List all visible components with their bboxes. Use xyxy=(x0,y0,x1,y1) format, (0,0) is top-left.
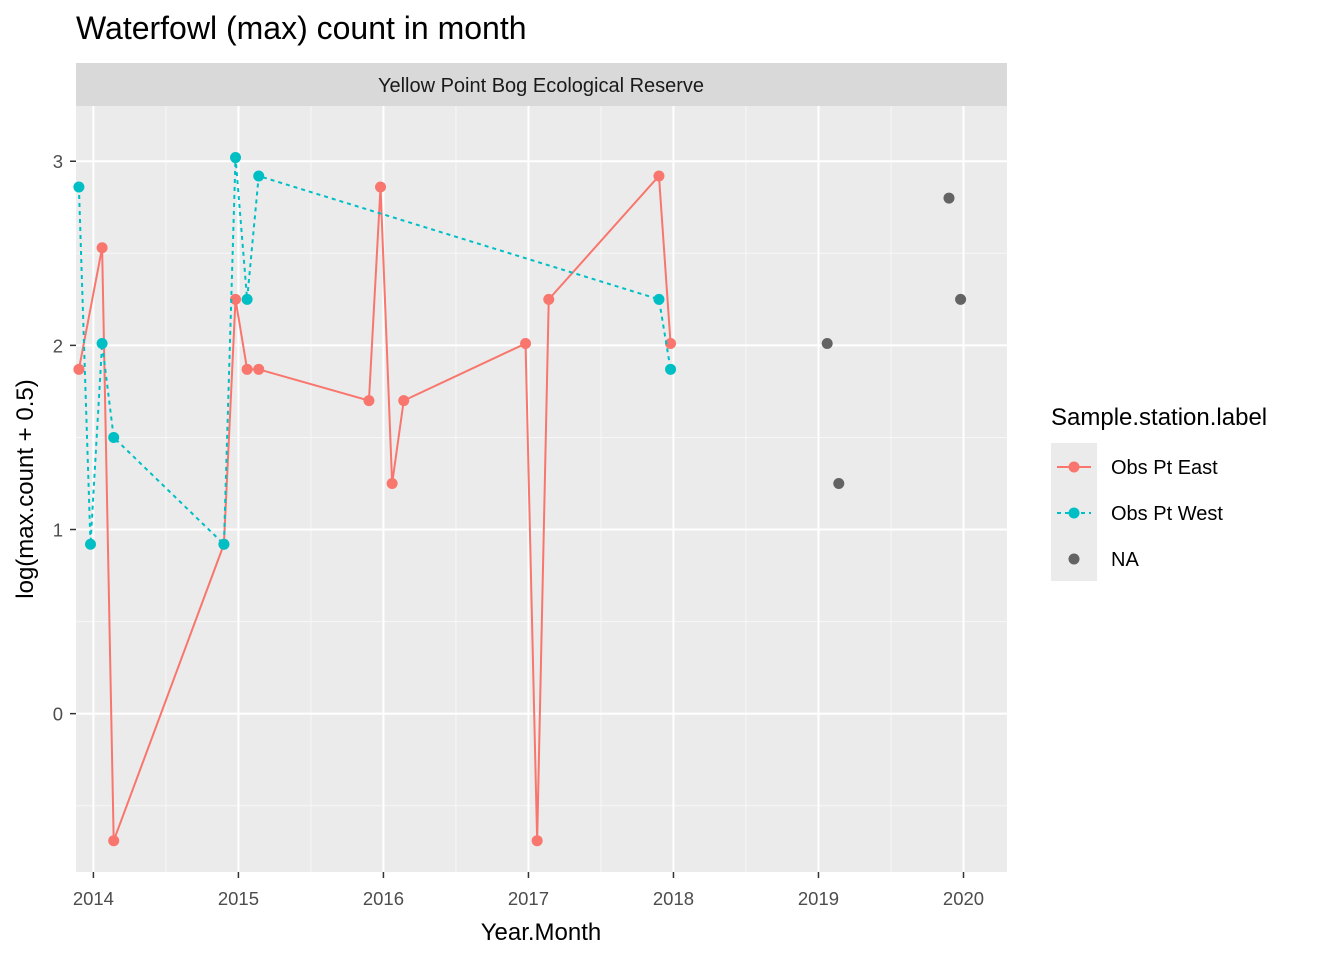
data-point xyxy=(230,152,242,164)
series-line-obs-pt-west xyxy=(77,157,672,547)
data-point xyxy=(241,363,253,375)
data-point xyxy=(386,477,398,489)
data-point xyxy=(531,835,543,847)
series-obs-pt-east xyxy=(73,170,677,847)
data-point xyxy=(96,338,108,350)
legend-label: Obs Pt East xyxy=(1111,457,1218,479)
grid-lines xyxy=(76,106,1007,872)
y-tick-label: 0 xyxy=(53,704,63,725)
x-tick-label: 2018 xyxy=(653,888,694,909)
x-tick-label: 2014 xyxy=(73,888,114,909)
data-point xyxy=(398,395,410,407)
legend-key-point xyxy=(1068,507,1080,519)
legend: Sample.station.label Obs Pt East Obs Pt W… xyxy=(1051,404,1267,581)
x-tick-label: 2017 xyxy=(508,888,549,909)
data-point xyxy=(85,538,97,550)
series-obs-pt-west xyxy=(73,152,677,550)
x-tick-label: 2019 xyxy=(798,888,839,909)
data-point xyxy=(833,477,845,489)
y-tick-label: 1 xyxy=(53,520,63,541)
data-point xyxy=(665,363,677,375)
data-point xyxy=(821,338,833,350)
data-point xyxy=(375,181,387,193)
data-point xyxy=(653,170,665,182)
data-point xyxy=(108,835,120,847)
facet-label: Yellow Point Bog Ecological Reserve xyxy=(378,75,704,97)
legend-label: NA xyxy=(1111,549,1139,571)
legend-title: Sample.station.label xyxy=(1051,404,1267,431)
data-point xyxy=(520,338,532,350)
legend-item-na: NA xyxy=(1068,549,1139,571)
data-point xyxy=(943,192,955,204)
data-point xyxy=(73,181,85,193)
data-point xyxy=(253,170,265,182)
data-point xyxy=(653,293,665,305)
legend-key-point xyxy=(1068,553,1080,565)
data-point xyxy=(218,538,230,550)
legend-item-obs-pt-east: Obs Pt East xyxy=(1057,457,1218,479)
data-point xyxy=(543,293,555,305)
legend-key-point xyxy=(1068,461,1080,473)
x-axis: 2014 2015 2016 2017 2018 2019 2020 xyxy=(73,872,984,909)
series-line-obs-pt-east xyxy=(77,173,672,842)
x-tick-label: 2016 xyxy=(363,888,404,909)
data-point xyxy=(363,395,375,407)
data-point xyxy=(96,242,108,254)
y-axis: 0 1 2 3 xyxy=(53,151,76,725)
series-na xyxy=(821,192,967,489)
y-tick-label: 2 xyxy=(53,335,63,356)
legend-item-obs-pt-west: Obs Pt West xyxy=(1057,503,1223,525)
y-axis-title: log(max.count + 0.5) xyxy=(12,379,39,598)
x-tick-label: 2020 xyxy=(943,888,984,909)
data-point xyxy=(108,431,120,443)
facet-strip xyxy=(76,63,1007,106)
x-axis-title: Year.Month xyxy=(481,919,602,946)
data-point xyxy=(73,363,85,375)
data-series xyxy=(73,152,967,847)
data-point xyxy=(665,338,677,350)
legend-label: Obs Pt West xyxy=(1111,503,1223,525)
plot-panel xyxy=(76,106,1007,872)
data-point xyxy=(253,363,265,375)
data-point xyxy=(241,293,253,305)
x-tick-label: 2015 xyxy=(218,888,259,909)
y-tick-label: 3 xyxy=(53,151,63,172)
chart-title: Waterfowl (max) count in month xyxy=(76,10,527,46)
data-point xyxy=(230,293,242,305)
data-point xyxy=(955,293,967,305)
